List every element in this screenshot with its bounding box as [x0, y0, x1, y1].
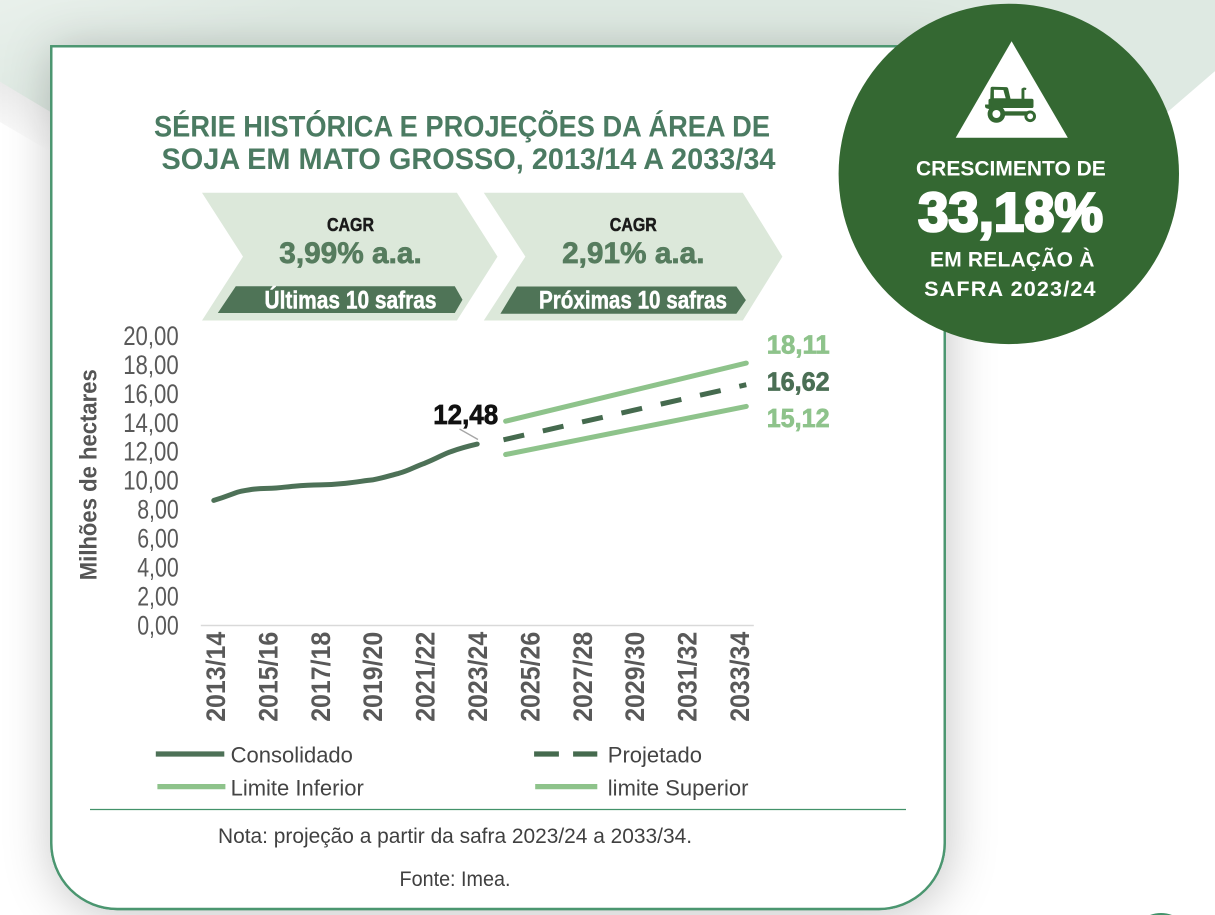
svg-text:2,00: 2,00	[137, 582, 179, 612]
svg-text:SÉRIE HISTÓRICA E PROJEÇÕES DA: SÉRIE HISTÓRICA E PROJEÇÕES DA ÁREA DE	[154, 110, 770, 144]
svg-text:2025/26: 2025/26	[515, 632, 545, 722]
svg-text:2021/22: 2021/22	[411, 632, 441, 722]
svg-text:15,12: 15,12	[767, 403, 830, 433]
svg-text:2031/32: 2031/32	[673, 632, 703, 722]
svg-text:2029/30: 2029/30	[620, 632, 650, 722]
svg-text:SAFRA 2023/24: SAFRA 2023/24	[924, 276, 1097, 301]
svg-text:EM RELAÇÃO À: EM RELAÇÃO À	[930, 248, 1095, 271]
svg-text:SOJA EM MATO GROSSO, 2013/14 A: SOJA EM MATO GROSSO, 2013/14 A 2033/34	[162, 143, 776, 176]
svg-text:8,00: 8,00	[137, 495, 179, 525]
svg-text:2033/34: 2033/34	[725, 632, 755, 722]
svg-text:CAGR: CAGR	[327, 214, 374, 235]
svg-text:4,00: 4,00	[137, 553, 179, 583]
svg-text:2017/18: 2017/18	[306, 632, 336, 722]
svg-text:Fonte: Imea.: Fonte: Imea.	[400, 867, 511, 891]
svg-text:18,00: 18,00	[123, 350, 179, 380]
svg-text:2019/20: 2019/20	[358, 632, 388, 722]
svg-text:20,00: 20,00	[123, 321, 179, 351]
svg-text:18,11: 18,11	[767, 330, 830, 360]
svg-text:16,00: 16,00	[123, 379, 179, 409]
svg-text:Últimas 10 safras: Últimas 10 safras	[265, 287, 437, 315]
svg-text:33,18%: 33,18%	[918, 182, 1103, 243]
svg-text:Milhões de hectares: Milhões de hectares	[76, 369, 103, 580]
svg-text:Limite Inferior: Limite Inferior	[231, 776, 364, 801]
svg-text:12,48: 12,48	[433, 399, 498, 430]
svg-text:14,00: 14,00	[123, 408, 179, 438]
svg-text:2013/14: 2013/14	[201, 632, 231, 722]
svg-text:6,00: 6,00	[137, 524, 179, 554]
svg-text:3,99% a.a.: 3,99% a.a.	[279, 237, 421, 270]
svg-text:limite Superior: limite Superior	[608, 776, 749, 801]
svg-text:2027/28: 2027/28	[568, 632, 598, 722]
svg-text:Projetado: Projetado	[608, 742, 702, 767]
svg-text:2015/16: 2015/16	[253, 632, 283, 722]
svg-text:12,00: 12,00	[123, 437, 179, 467]
svg-text:10,00: 10,00	[123, 466, 179, 496]
svg-text:CRESCIMENTO DE: CRESCIMENTO DE	[916, 157, 1106, 180]
svg-text:2,91% a.a.: 2,91% a.a.	[562, 237, 704, 270]
svg-text:CAGR: CAGR	[610, 214, 657, 235]
svg-text:Consolidado: Consolidado	[231, 742, 353, 767]
svg-text:Próximas 10 safras: Próximas 10 safras	[539, 288, 727, 315]
svg-text:16,62: 16,62	[767, 367, 830, 397]
svg-text:0,00: 0,00	[137, 611, 179, 641]
svg-text:2023/24: 2023/24	[463, 632, 493, 722]
svg-text:Nota: projeção a partir da saf: Nota: projeção a partir da safra 2023/24…	[218, 824, 692, 848]
